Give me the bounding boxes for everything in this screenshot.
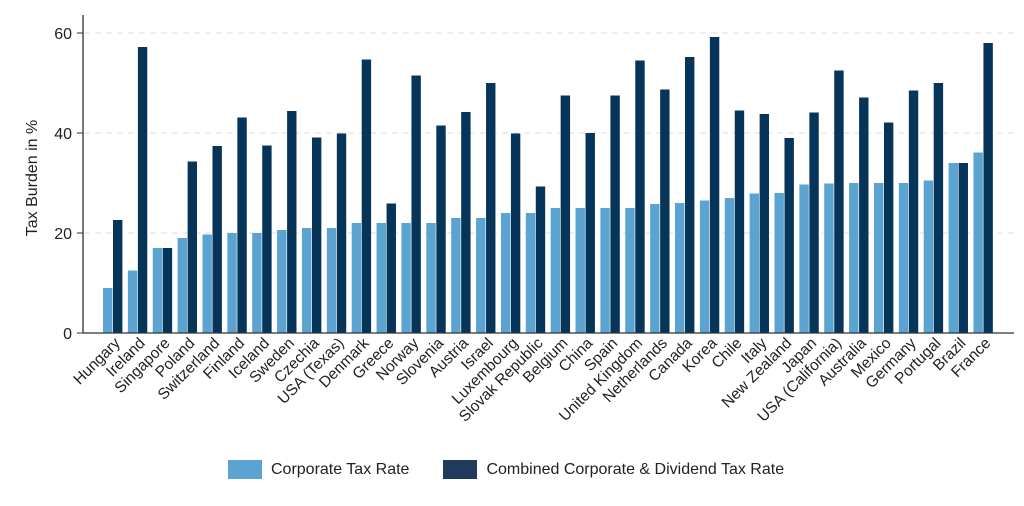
legend-label-combined: Combined Corporate & Dividend Tax Rate (486, 460, 785, 478)
bar-corporate (426, 223, 436, 333)
y-tick-label: 60 (54, 26, 72, 43)
bar-corporate (351, 223, 362, 333)
bar-corporate (749, 193, 760, 333)
bar-corporate (923, 180, 934, 333)
legend-item-combined: Combined Corporate & Dividend Tax Rate (443, 460, 784, 479)
bar-combined (486, 83, 496, 333)
bar-corporate (575, 208, 585, 333)
y-tick-label: 0 (63, 326, 72, 343)
legend-swatch-combined (443, 460, 478, 479)
bar-corporate (699, 200, 710, 333)
legend-item-corporate: Corporate Tax Rate (228, 460, 409, 479)
bar-corporate (898, 183, 909, 333)
bar-combined (113, 220, 123, 333)
bar-corporate (301, 228, 312, 333)
bar-combined (958, 163, 968, 333)
bar-combined (933, 83, 944, 333)
bar-combined (187, 161, 198, 333)
bar-corporate (152, 248, 163, 333)
bar-combined (212, 146, 222, 333)
bar-combined (734, 110, 745, 333)
legend-swatch-corporate (228, 460, 262, 479)
bar-combined (759, 114, 770, 333)
bar-corporate (824, 183, 834, 333)
bar-corporate (376, 223, 386, 333)
bar-corporate (227, 233, 237, 333)
bar-corporate (476, 218, 486, 333)
bar-combined (834, 70, 844, 333)
bar-combined (162, 248, 173, 333)
bar-combined (883, 122, 894, 333)
bar-combined (585, 133, 595, 333)
bar-corporate (550, 208, 561, 333)
bar-combined (510, 133, 521, 333)
y-ticks: 0 20 40 60 (54, 26, 83, 343)
bar-corporate (451, 218, 461, 333)
bar-combined (983, 43, 993, 333)
bar-combined (262, 145, 272, 333)
bar-combined (784, 138, 794, 333)
y-tick-label: 40 (54, 126, 72, 143)
axes (82, 15, 1014, 334)
bar-combined (336, 133, 347, 333)
bars (103, 37, 993, 333)
bar-combined (436, 125, 446, 333)
bar-chart: 0 20 40 60 HungaryIrelandSingaporePolandSwi… (24, 15, 1014, 426)
bar-corporate (252, 233, 262, 333)
bar-corporate (600, 208, 610, 333)
bar-corporate (500, 213, 511, 333)
bar-corporate (675, 203, 685, 333)
bar-combined (535, 186, 546, 333)
y-tick-label: 20 (54, 226, 72, 243)
bar-corporate (127, 270, 138, 333)
bar-corporate (525, 213, 536, 333)
bar-combined (237, 117, 247, 333)
bar-corporate (799, 184, 809, 333)
bar-combined (461, 112, 471, 333)
bar-corporate (277, 230, 287, 333)
bar-combined (809, 112, 819, 333)
bar-combined (560, 95, 571, 333)
bar-combined (311, 137, 322, 333)
bar-corporate (177, 238, 188, 333)
x-tick-labels: HungaryIrelandSingaporePolandSwitzerland… (70, 335, 994, 426)
legend: Corporate Tax Rate Combined Corporate & … (228, 460, 818, 479)
bar-corporate (202, 234, 212, 333)
bar-combined (660, 89, 670, 333)
bar-corporate (401, 223, 411, 333)
bar-corporate (650, 204, 660, 333)
bar-combined (908, 90, 919, 333)
y-axis-title: Tax Burden in % (24, 120, 41, 237)
bar-corporate (724, 198, 735, 333)
bar-combined (859, 97, 869, 333)
legend-label-corporate: Corporate Tax Rate (271, 460, 410, 478)
bar-corporate (774, 193, 784, 333)
bar-corporate (625, 208, 635, 333)
bar-corporate (948, 163, 958, 333)
bar-combined (361, 59, 372, 333)
bar-combined (386, 203, 396, 333)
bar-corporate (849, 183, 859, 333)
bar-combined (685, 57, 695, 333)
bar-combined (709, 37, 720, 333)
bar-corporate (326, 228, 337, 333)
bar-combined (635, 60, 645, 333)
bar-combined (137, 47, 148, 333)
bar-corporate (873, 183, 884, 333)
bar-combined (411, 75, 421, 333)
bar-corporate (103, 288, 113, 333)
bar-corporate (973, 152, 983, 333)
bar-combined (287, 111, 297, 333)
bar-combined (610, 95, 620, 333)
